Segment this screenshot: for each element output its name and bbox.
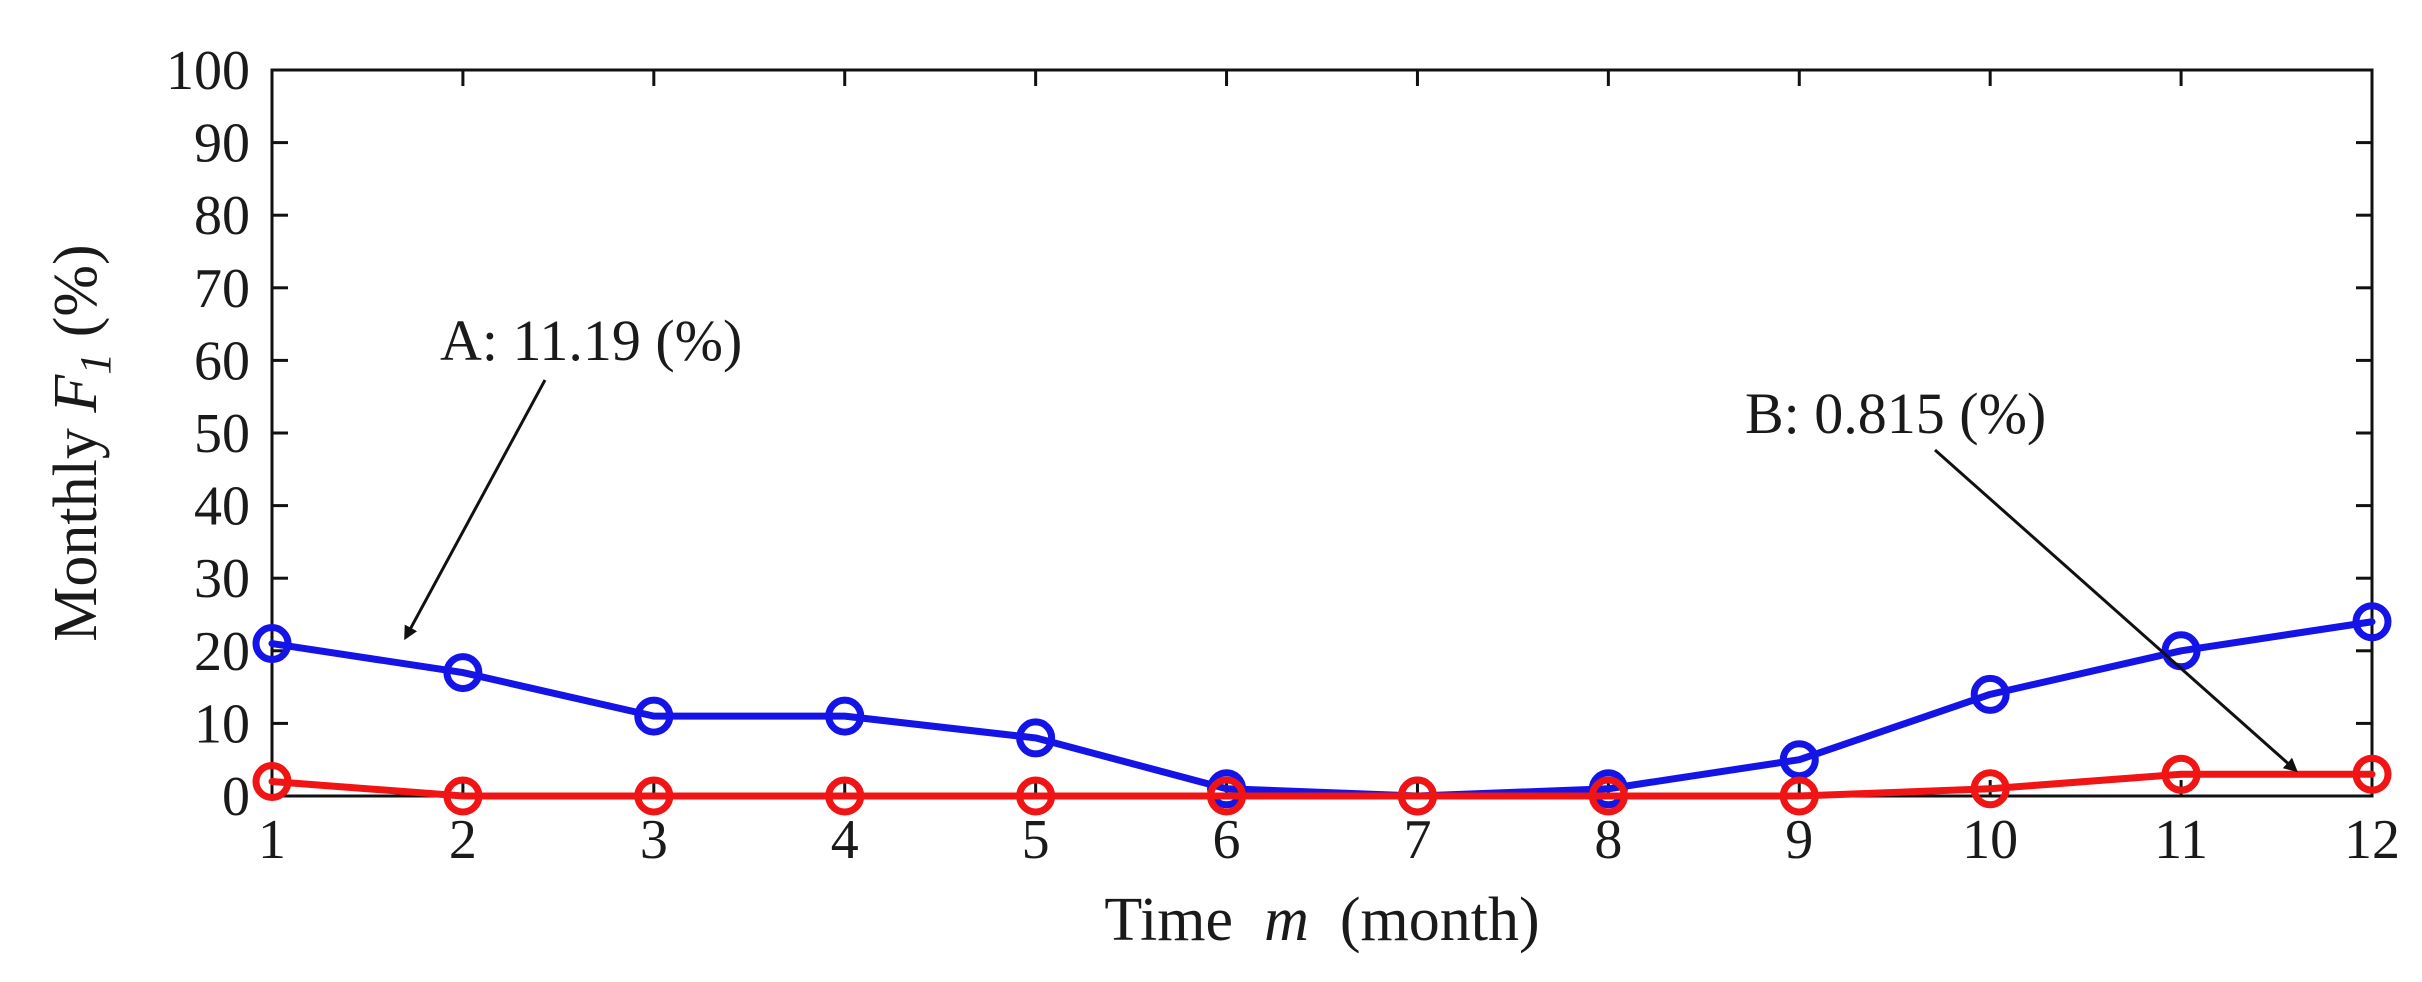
series-2-point xyxy=(252,761,292,801)
plot-frame xyxy=(270,68,2374,798)
y-tick-label: 20 xyxy=(194,621,250,683)
x-tick-label: 8 xyxy=(1594,809,1622,871)
y-tick-label: 60 xyxy=(194,330,250,392)
y-tick-label: 100 xyxy=(166,40,250,102)
x-tick-label: 5 xyxy=(1022,809,1050,871)
x-tick-label: 11 xyxy=(2154,809,2208,871)
series-2-point xyxy=(634,776,674,816)
y-tick-label: 10 xyxy=(194,693,250,755)
x-tick-label: 4 xyxy=(831,809,859,871)
y-axis-label: Monthly F1 (%) xyxy=(42,244,120,641)
series-1-point xyxy=(1016,718,1056,758)
x-axis-label-variable: m xyxy=(1264,886,1309,954)
x-tick-label: 7 xyxy=(1403,809,1431,871)
series-1-point xyxy=(1970,674,2010,714)
series-2-point xyxy=(1779,776,1819,816)
x-tick-label: 6 xyxy=(1213,809,1241,871)
y-tick-label: 0 xyxy=(222,766,250,828)
series-2-point xyxy=(443,776,483,816)
annotation-arrow xyxy=(404,379,547,641)
x-tick-label: 1 xyxy=(258,809,286,871)
series-2-point xyxy=(2161,754,2201,794)
x-axis-label-suffix: (month) xyxy=(1309,886,1540,954)
series-2-point xyxy=(1588,776,1628,816)
annotation-arrow xyxy=(1934,448,2298,773)
x-tick-label: 10 xyxy=(1962,809,2018,871)
series-1-point xyxy=(634,696,674,736)
x-tick-label: 2 xyxy=(449,809,477,871)
series-1-point xyxy=(825,696,865,736)
series-2-point xyxy=(1970,769,2010,809)
annotation-label: B: 0.815 (%) xyxy=(1745,381,2046,446)
series-1-point xyxy=(1779,740,1819,780)
y-axis-label-prefix: Monthly xyxy=(42,413,110,642)
y-tick-label: 70 xyxy=(194,258,250,320)
y-axis-label-suffix: (%) xyxy=(42,244,110,352)
y-axis-label-subscript: 1 xyxy=(71,353,120,375)
y-tick-label: 80 xyxy=(194,185,250,247)
x-tick-label: 9 xyxy=(1785,809,1813,871)
y-axis-label-variable: F xyxy=(42,374,110,414)
series-2-point xyxy=(1016,776,1056,816)
x-axis-label-prefix: Time xyxy=(1104,886,1264,954)
y-tick-label: 50 xyxy=(194,403,250,465)
y-tick-label: 90 xyxy=(194,113,250,175)
series-2-point xyxy=(1207,776,1247,816)
x-axis-label: Time m (month) xyxy=(1104,886,1539,954)
x-tick-label: 3 xyxy=(640,809,668,871)
series-2-point xyxy=(825,776,865,816)
series-2-point xyxy=(1397,776,1437,816)
y-tick-label: 40 xyxy=(194,476,250,538)
series-1-point xyxy=(252,624,292,664)
series-1-point xyxy=(2352,602,2392,642)
series-2-line xyxy=(268,770,2376,800)
series-2-point xyxy=(2352,754,2392,794)
annotation-label: A: 11.19 (%) xyxy=(440,308,742,373)
x-tick-label: 12 xyxy=(2344,809,2400,871)
y-tick-label: 30 xyxy=(194,548,250,610)
series-1-line xyxy=(268,618,2376,800)
series-1-point xyxy=(443,653,483,693)
